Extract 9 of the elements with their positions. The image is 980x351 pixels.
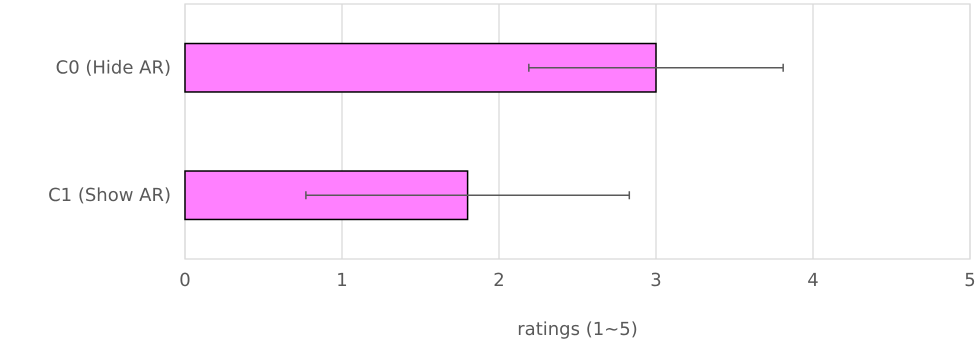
x-tick-label: 2 [493,270,505,291]
x-tick-label: 3 [650,270,662,291]
x-axis-title: ratings (1~5) [517,319,638,340]
x-tick-label: 5 [964,270,976,291]
x-tick-label: 1 [336,270,348,291]
y-tick-label: C1 (Show AR) [48,185,171,206]
x-tick-label: 0 [179,270,191,291]
y-tick-label: C0 (Hide AR) [56,58,171,79]
x-tick-label: 4 [807,270,819,291]
